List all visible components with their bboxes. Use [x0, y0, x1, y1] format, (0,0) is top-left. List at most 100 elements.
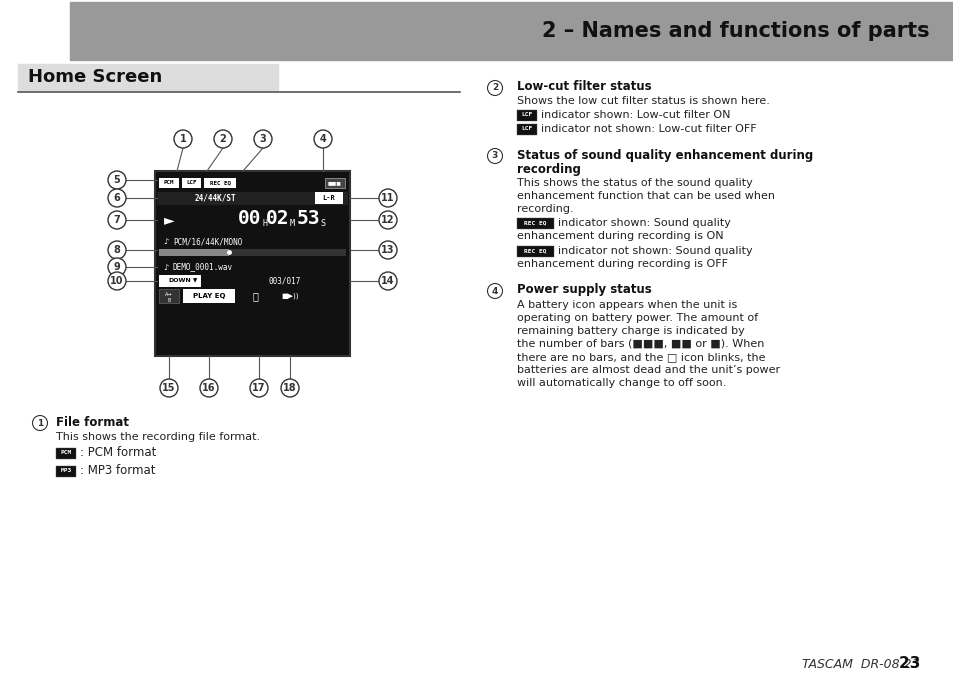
- Text: 6: 6: [113, 193, 120, 203]
- Circle shape: [281, 379, 298, 397]
- Text: ♪: ♪: [163, 263, 168, 272]
- Text: recording.: recording.: [517, 204, 573, 214]
- Circle shape: [108, 171, 126, 189]
- Text: TASCAM  DR-08 23: TASCAM DR-08 23: [801, 658, 919, 671]
- Bar: [157, 192, 348, 205]
- Circle shape: [378, 211, 396, 229]
- Bar: [517, 110, 537, 121]
- Text: File format: File format: [56, 416, 129, 429]
- Text: ♪: ♪: [163, 237, 168, 246]
- Text: S: S: [319, 220, 325, 228]
- Circle shape: [314, 130, 332, 148]
- Text: H: H: [263, 220, 268, 228]
- Text: ■■■: ■■■: [328, 180, 341, 185]
- Text: : PCM format: : PCM format: [80, 447, 156, 460]
- Text: B: B: [167, 298, 171, 303]
- Text: 3: 3: [259, 134, 266, 144]
- Text: 23: 23: [856, 656, 919, 671]
- Text: remaining battery charge is indicated by: remaining battery charge is indicated by: [517, 326, 744, 336]
- Bar: [181, 178, 201, 188]
- Text: indicator shown: Sound quality: indicator shown: Sound quality: [558, 218, 730, 228]
- Circle shape: [253, 130, 272, 148]
- Text: 4: 4: [492, 287, 497, 296]
- Text: Home Screen: Home Screen: [28, 68, 162, 86]
- Text: 2: 2: [219, 134, 226, 144]
- Text: 1: 1: [179, 134, 186, 144]
- Text: REC EQ: REC EQ: [210, 180, 231, 185]
- Text: 2 – Names and functions of parts: 2 – Names and functions of parts: [542, 21, 929, 41]
- Text: PCM: PCM: [163, 180, 173, 185]
- Bar: [154, 171, 350, 356]
- Text: ▼: ▼: [193, 279, 197, 283]
- Text: 53: 53: [296, 209, 319, 228]
- Bar: [159, 249, 346, 256]
- Text: PCM/16/44K/MONO: PCM/16/44K/MONO: [172, 237, 242, 246]
- Circle shape: [378, 241, 396, 259]
- Circle shape: [378, 189, 396, 207]
- Text: 02: 02: [266, 209, 290, 228]
- Circle shape: [32, 416, 48, 431]
- Text: 4: 4: [319, 134, 326, 144]
- Text: M: M: [290, 220, 294, 228]
- Text: Status of sound quality enhancement during: Status of sound quality enhancement duri…: [517, 148, 812, 161]
- Circle shape: [173, 130, 192, 148]
- Circle shape: [250, 379, 268, 397]
- Text: 14: 14: [381, 276, 395, 286]
- Bar: [159, 178, 178, 188]
- Text: 8: 8: [113, 245, 120, 255]
- Text: PCM: PCM: [61, 451, 71, 456]
- Text: recording: recording: [517, 163, 580, 176]
- Text: there are no bars, and the □ icon blinks, the: there are no bars, and the □ icon blinks…: [517, 352, 764, 362]
- Text: 13: 13: [381, 245, 395, 255]
- Bar: [517, 123, 537, 134]
- Text: enhancement function that can be used when: enhancement function that can be used wh…: [517, 191, 774, 201]
- Text: 15: 15: [162, 383, 175, 393]
- Text: 003/017: 003/017: [269, 276, 301, 285]
- Text: indicator not shown: Sound quality: indicator not shown: Sound quality: [558, 246, 752, 256]
- Text: Low-cut filter status: Low-cut filter status: [517, 80, 651, 93]
- Bar: [159, 275, 201, 287]
- Bar: [56, 466, 76, 477]
- Text: indicator shown: Low-cut filter ON: indicator shown: Low-cut filter ON: [541, 110, 730, 120]
- Text: A→: A→: [165, 292, 172, 298]
- Text: DEMO_0001.wav: DEMO_0001.wav: [172, 263, 233, 272]
- Circle shape: [108, 258, 126, 276]
- Text: 7: 7: [113, 215, 120, 225]
- Circle shape: [108, 189, 126, 207]
- Text: Shows the low cut filter status is shown here.: Shows the low cut filter status is shown…: [517, 96, 769, 106]
- Text: REC EQ: REC EQ: [524, 220, 546, 226]
- Text: ⌚: ⌚: [252, 291, 257, 301]
- Text: Power supply status: Power supply status: [517, 283, 651, 296]
- Bar: [325, 178, 345, 188]
- Bar: [204, 178, 236, 188]
- Bar: [159, 249, 229, 256]
- Bar: [183, 289, 234, 303]
- Circle shape: [108, 272, 126, 290]
- Bar: [517, 246, 554, 257]
- Text: 1: 1: [37, 418, 43, 427]
- Circle shape: [213, 130, 232, 148]
- Bar: [314, 192, 343, 204]
- Text: A battery icon appears when the unit is: A battery icon appears when the unit is: [517, 300, 737, 310]
- Text: 00: 00: [238, 209, 261, 228]
- Text: 10: 10: [111, 276, 124, 286]
- Text: 5: 5: [113, 175, 120, 185]
- Circle shape: [487, 148, 502, 163]
- Circle shape: [487, 283, 502, 298]
- Text: LCF: LCF: [521, 113, 533, 117]
- Text: ►: ►: [164, 213, 174, 227]
- Circle shape: [108, 211, 126, 229]
- Text: This shows the status of the sound quality: This shows the status of the sound quali…: [517, 178, 752, 188]
- Text: batteries are almost dead and the unit’s power: batteries are almost dead and the unit’s…: [517, 365, 780, 375]
- Text: enhancement during recording is ON: enhancement during recording is ON: [517, 231, 723, 241]
- Circle shape: [200, 379, 218, 397]
- Text: 16: 16: [202, 383, 215, 393]
- Text: 17: 17: [252, 383, 266, 393]
- Circle shape: [487, 80, 502, 95]
- Text: MP3: MP3: [61, 469, 71, 473]
- Text: : MP3 format: : MP3 format: [80, 464, 156, 477]
- Text: will automatically change to off soon.: will automatically change to off soon.: [517, 378, 725, 388]
- Text: This shows the recording file format.: This shows the recording file format.: [56, 432, 260, 442]
- Text: 24/44K/ST: 24/44K/ST: [194, 193, 235, 202]
- Bar: [18, 64, 277, 90]
